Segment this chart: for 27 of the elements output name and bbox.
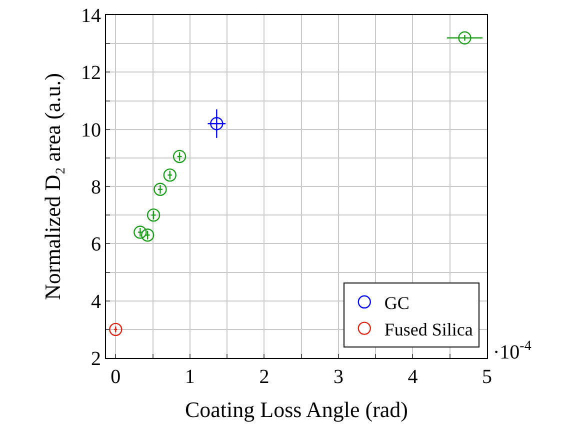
x-tick-label: 3 xyxy=(333,366,344,388)
x-tick-label: 0 xyxy=(110,366,121,388)
y-tick-label: 14 xyxy=(81,5,101,27)
y-tick-label: 4 xyxy=(91,290,101,313)
point xyxy=(154,182,167,196)
text: ·10$^{-4}$ xyxy=(493,339,532,364)
point xyxy=(210,117,224,130)
y-tick-label: 2 xyxy=(91,348,101,370)
point xyxy=(458,31,472,44)
point xyxy=(134,226,147,239)
y-axis-title: Normalized D₂ area (a.u.) xyxy=(40,73,65,300)
point xyxy=(146,208,160,222)
point xyxy=(109,322,122,336)
point xyxy=(163,168,176,182)
x-axis-title: Coating Loss Angle (rad) xyxy=(184,396,408,422)
x-tick-label: 4 xyxy=(408,366,418,388)
x-tick-label: 5 xyxy=(482,366,492,388)
legend-label: Fused Silica xyxy=(384,319,473,340)
y-tick-label: 6 xyxy=(91,234,101,256)
x-tick-label: 1 xyxy=(184,366,195,388)
y-tick-label: 12 xyxy=(81,62,101,84)
legend-label: GC xyxy=(384,292,410,313)
point xyxy=(172,150,186,164)
y-tick-label: 10 xyxy=(81,119,101,142)
x-tick-label: 2 xyxy=(259,366,270,388)
point xyxy=(140,228,154,242)
y-tick-label: 8 xyxy=(91,176,101,198)
